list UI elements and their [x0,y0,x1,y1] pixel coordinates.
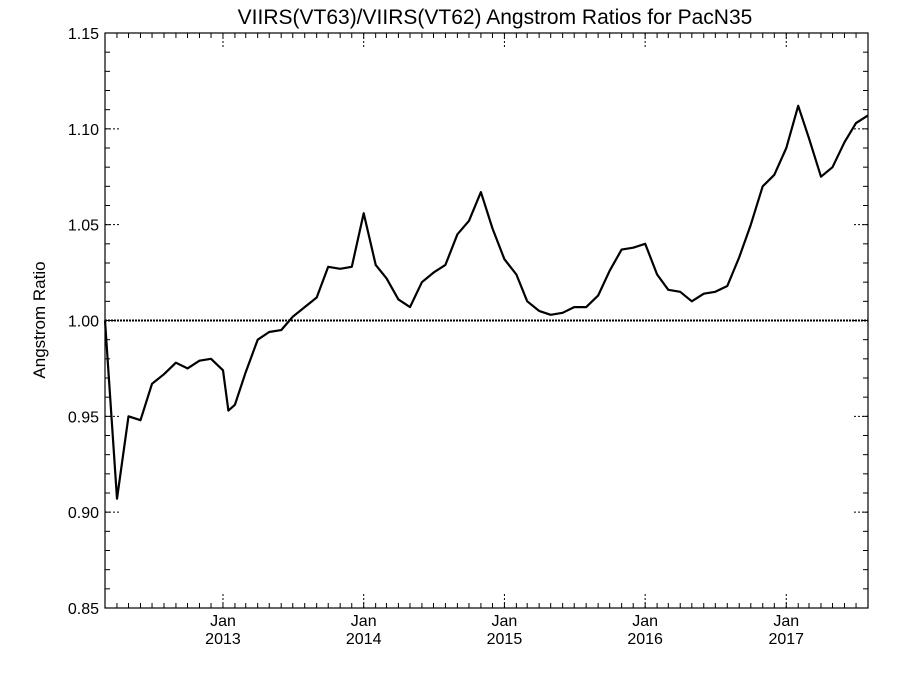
y-tick-label-3: 1.00 [68,314,99,331]
x-tick-month-3: Jan [632,613,658,630]
x-tick-month-4: Jan [773,613,799,630]
x-tick-month-2: Jan [492,613,518,630]
y-axis-label: Angstrom Ratio [30,261,49,378]
x-tick-year-4: 2017 [768,631,804,648]
tick-layer: 0.850.900.951.001.051.101.15Jan2013Jan20… [68,26,869,648]
x-tick-year-1: 2014 [346,631,382,648]
series-line-0 [103,104,869,500]
series-layer [103,104,869,500]
x-tick-year-2: 2015 [487,631,523,648]
x-tick-year-3: 2016 [627,631,663,648]
x-tick-month-1: Jan [351,613,377,630]
x-tick-year-0: 2013 [205,631,241,648]
y-tick-label-1: 0.90 [68,505,99,522]
x-tick-month-0: Jan [210,613,236,630]
y-tick-label-2: 0.95 [68,409,99,426]
chart-title: VIIRS(VT63)/VIIRS(VT62) Angstrom Ratios … [238,6,753,29]
y-tick-label-0: 0.85 [68,601,99,618]
y-tick-label-6: 1.15 [68,26,99,43]
y-tick-label-5: 1.10 [68,122,99,139]
y-tick-label-4: 1.05 [68,218,99,235]
